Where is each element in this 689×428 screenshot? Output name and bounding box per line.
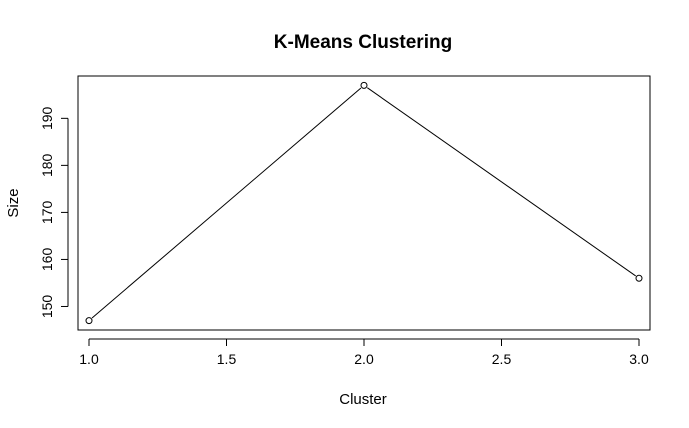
y-tick-label: 150 (39, 295, 55, 319)
series-line-segment (91, 87, 362, 319)
y-tick-label: 180 (39, 153, 55, 177)
x-axis: 1.0 1.5 2.0 2.5 3.0 (79, 338, 649, 367)
x-tick-label: 1.0 (79, 351, 99, 367)
series-cluster-size (85, 81, 643, 325)
x-tick-label: 1.5 (217, 351, 237, 367)
y-tick-label: 190 (39, 106, 55, 130)
x-axis-label: Cluster (339, 391, 387, 408)
chart-title: K-Means Clustering (274, 32, 452, 53)
y-tick-label: 160 (39, 248, 55, 272)
x-tick-label: 2.5 (492, 351, 512, 367)
data-point (360, 81, 368, 89)
y-axis-label: Size (5, 188, 22, 217)
x-tick-label: 2.0 (354, 351, 374, 367)
y-tick-label: 170 (39, 201, 55, 225)
data-point (85, 317, 93, 325)
x-tick-label: 3.0 (629, 351, 649, 367)
plot-frame (77, 75, 651, 331)
y-axis: 150 160 170 180 190 (39, 106, 69, 319)
data-point (635, 274, 643, 282)
series-line-segment (366, 87, 637, 277)
